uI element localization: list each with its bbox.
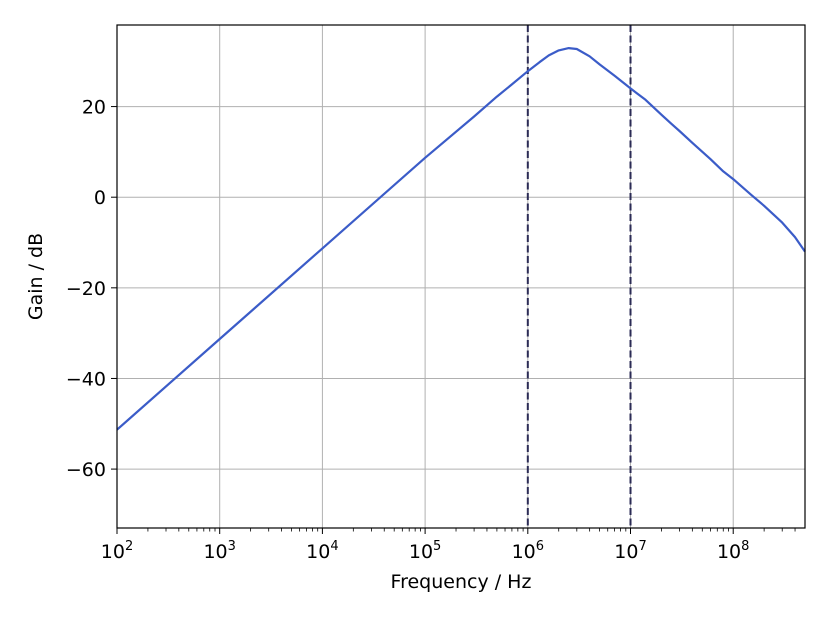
series-group <box>116 46 806 431</box>
reference-lines <box>526 25 632 528</box>
x-tick-label: 102 <box>101 539 133 563</box>
x-tick-label: 108 <box>717 539 749 563</box>
plot-frame <box>116 24 806 529</box>
series-line <box>116 46 806 431</box>
y-tick-label: 0 <box>94 187 106 209</box>
y-tick-label: 20 <box>82 97 106 119</box>
x-axis-label: Frequency / Hz <box>391 571 532 593</box>
grid-lines <box>116 25 805 528</box>
x-axis-ticks: 102 103 104 105 106 107 108 <box>101 528 796 563</box>
y-tick-label: −40 <box>66 368 106 390</box>
x-tick-label: 107 <box>614 539 646 563</box>
x-tick-label: 103 <box>203 539 235 563</box>
x-tick-label: 106 <box>512 539 544 563</box>
y-axis-ticks: 20 0 −20 −40 −60 <box>66 97 117 481</box>
y-tick-label: −60 <box>66 459 106 481</box>
y-tick-label: −20 <box>66 278 106 300</box>
y-axis-label: Gain / dB <box>25 233 47 320</box>
x-tick-label: 104 <box>306 539 338 563</box>
x-tick-label: 105 <box>409 539 441 563</box>
